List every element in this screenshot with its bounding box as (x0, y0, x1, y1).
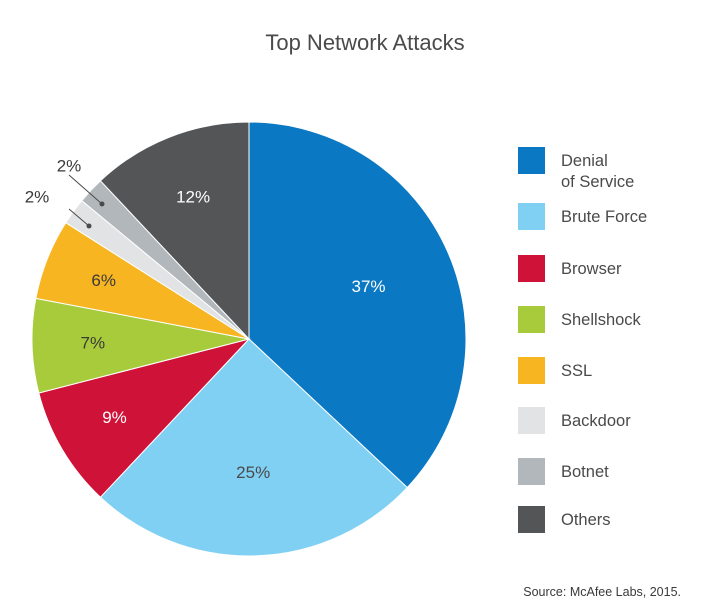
legend-label: Shellshock (561, 311, 641, 329)
leader-line-backdoor (68, 208, 90, 227)
slice-label-backdoor: 2% (25, 187, 50, 206)
legend-swatch (518, 306, 545, 333)
legend-label: Backdoor (561, 412, 631, 430)
slice-label-shellshock: 7% (81, 333, 106, 352)
legend-swatch (518, 147, 545, 174)
legend-swatch (518, 203, 545, 230)
chart-title: Top Network Attacks (265, 30, 465, 55)
legend-label: SSL (561, 362, 593, 380)
legend-swatch (518, 407, 545, 434)
pie-slice-brute-force (99, 338, 408, 557)
legend-label: Botnet (561, 463, 609, 481)
legend-swatch (518, 506, 545, 533)
slice-label-brute-force: 25% (236, 463, 270, 482)
pie-slice-denial-of-service (248, 121, 467, 489)
leader-dot-backdoor (86, 223, 92, 229)
source-note: Source: McAfee Labs, 2015. (523, 585, 681, 599)
slice-label-denial-of-service: 37% (351, 277, 385, 296)
leader-line-botnet (68, 174, 103, 205)
legend-label: Others (561, 511, 611, 529)
slice-label-others: 12% (176, 187, 210, 206)
legend-swatch (518, 458, 545, 485)
slice-label-ssl: 6% (91, 271, 116, 290)
legend-swatch (518, 255, 545, 282)
slice-label-browser: 9% (102, 408, 127, 427)
pie-slice-others (99, 121, 250, 341)
slice-label-botnet: 2% (57, 156, 82, 175)
pie-slice-browser (38, 338, 251, 498)
legend-swatch (518, 357, 545, 384)
legend-label: Denial of Service (561, 152, 635, 191)
leader-dot-botnet (99, 201, 105, 207)
legend-label: Brute Force (561, 208, 648, 226)
legend-label: Browser (561, 260, 622, 278)
